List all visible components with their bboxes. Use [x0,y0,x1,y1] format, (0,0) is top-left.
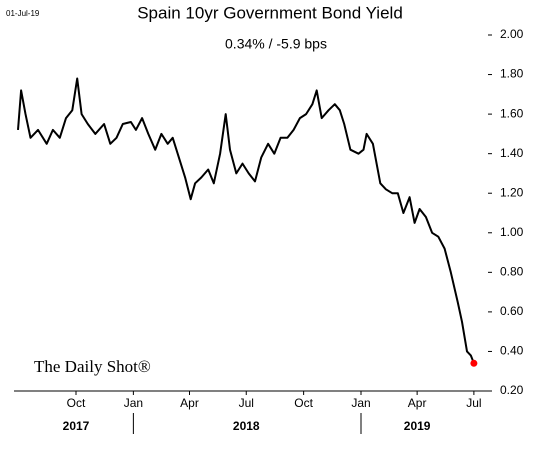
x-tick-label: Jul [466,396,481,410]
line [17,77,475,364]
y-tick-label: 0.40 [500,344,524,358]
year-label: 2019 [404,419,431,433]
x-tick-label: Jul [239,396,254,410]
x-tick-label: Apr [180,396,199,410]
chart-title: Spain 10yr Government Bond Yield [137,3,403,22]
x-tick-label: Oct [67,396,86,410]
x-tick-label: Jan [351,396,370,410]
y-tick-label: 1.20 [500,185,524,199]
year-label: 2018 [233,419,260,433]
y-tick-label: 1.60 [500,106,524,120]
last-point [470,359,478,367]
watermark: The Daily Shot® [34,357,151,376]
subtitle: 0.34% / -5.9 bps [225,36,327,52]
x-tick-label: Apr [408,396,427,410]
date-label: 01-Jul-19 [6,9,40,18]
y-tick-label: 1.00 [500,225,524,239]
x-tick-label: Jan [124,396,143,410]
y-tick-label: 1.40 [500,146,524,160]
y-tick-label: 0.60 [500,304,524,318]
x-tick-label: Oct [294,396,313,410]
y-tick-label: 0.80 [500,265,524,279]
y-tick-label: 1.80 [500,67,524,81]
y-tick-label: 2.00 [500,27,524,41]
year-label: 2017 [63,419,90,433]
y-tick-label: 0.20 [500,383,524,397]
